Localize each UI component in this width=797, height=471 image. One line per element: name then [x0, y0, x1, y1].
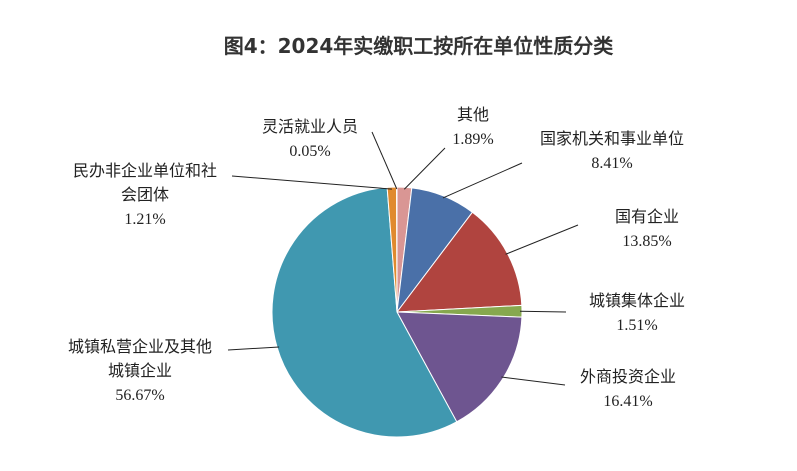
category-label: 国家机关和事业单位 — [539, 131, 685, 148]
leader-line — [519, 310, 567, 313]
value-label: 1.21% — [124, 211, 166, 228]
slice-label: 民办非企业单位和社 会团体 1.21% — [73, 160, 217, 232]
category-label: 灵活就业人员 — [261, 119, 359, 136]
value-label: 8.41% — [591, 155, 633, 172]
leader-line — [371, 131, 398, 190]
pie-slice — [396, 311, 523, 423]
slice-label: 城镇私营企业及其他 城镇企业 56.67% — [68, 336, 212, 408]
category-label: 城镇集体企业 — [588, 293, 686, 310]
category-label: 城镇私营企业及其他 城镇企业 — [67, 339, 213, 380]
value-label: 13.85% — [622, 233, 672, 250]
leader-line — [501, 376, 566, 386]
value-label: 56.67% — [115, 387, 165, 404]
value-label: 16.41% — [603, 393, 653, 410]
slice-label: 外商投资企业 16.41% — [580, 366, 676, 414]
category-label: 其他 — [456, 107, 490, 124]
leader-line — [227, 346, 280, 351]
value-label: 1.51% — [616, 317, 658, 334]
leader-line — [505, 224, 579, 255]
value-label: 1.89% — [452, 131, 494, 148]
leader-line — [403, 147, 446, 190]
category-label: 国有企业 — [614, 209, 680, 226]
leader-line — [442, 162, 523, 199]
slice-label: 灵活就业人员 0.05% — [262, 116, 358, 164]
leader-line — [231, 175, 392, 190]
category-label: 民办非企业单位和社 会团体 — [72, 163, 218, 204]
value-label: 0.05% — [289, 143, 331, 160]
chart-title: 图4：2024年实缴职工按所在单位性质分类 — [223, 34, 614, 58]
category-label: 外商投资企业 — [579, 369, 677, 386]
slice-label: 其他 1.89% — [452, 104, 493, 152]
slice-label: 城镇集体企业 1.51% — [589, 290, 685, 338]
slice-label: 国家机关和事业单位 8.41% — [540, 128, 684, 176]
slice-label: 国有企业 13.85% — [615, 206, 679, 254]
